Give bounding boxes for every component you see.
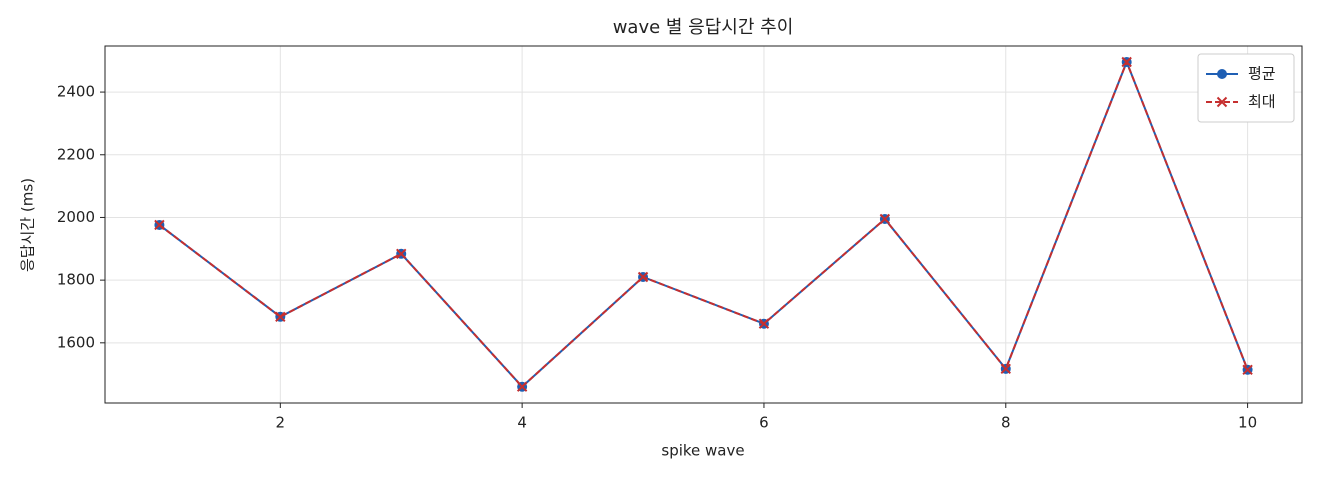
data-point xyxy=(1121,56,1132,68)
data-point xyxy=(879,213,891,225)
legend-label: 최대 xyxy=(1248,93,1276,111)
x-tick-label: 6 xyxy=(759,414,769,432)
data-point xyxy=(1000,363,1011,375)
x-axis-label: spike wave xyxy=(661,442,744,460)
data-point xyxy=(154,219,165,231)
series-line xyxy=(158,59,1249,389)
y-axis-label: 응답시간 (ms) xyxy=(19,178,37,272)
legend-label: 평균 xyxy=(1248,65,1276,83)
y-tick-label: 2200 xyxy=(57,145,95,163)
y-tick-label: 2000 xyxy=(57,208,95,226)
y-tick-label: 1800 xyxy=(57,271,95,289)
legend-marker xyxy=(1217,69,1227,79)
x-tick-label: 10 xyxy=(1238,414,1257,432)
legend-box xyxy=(1197,53,1295,123)
plot-frame xyxy=(104,45,1303,404)
x-tick-label: 8 xyxy=(1001,414,1011,432)
chart-title: wave 별 응답시간 추이 xyxy=(613,17,794,38)
series-line xyxy=(158,59,1249,389)
data-point xyxy=(758,318,770,329)
y-tick-label: 2400 xyxy=(57,83,95,101)
x-tick-label: 4 xyxy=(517,414,527,432)
data-point xyxy=(637,271,649,283)
data-point xyxy=(396,248,407,260)
legend-marker xyxy=(1216,96,1228,108)
data-point xyxy=(275,311,286,323)
y-tick-label: 1600 xyxy=(57,333,95,351)
data-point xyxy=(1242,364,1253,375)
x-tick-label: 2 xyxy=(276,414,286,432)
data-point xyxy=(516,381,528,392)
